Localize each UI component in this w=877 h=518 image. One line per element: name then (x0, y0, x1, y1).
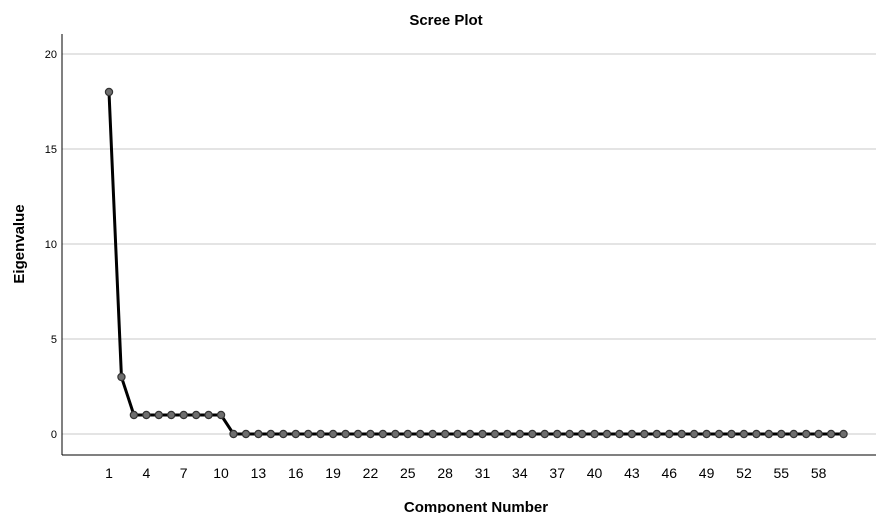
data-point (777, 429, 786, 439)
data-point (353, 429, 363, 439)
data-point (229, 429, 238, 439)
data-point (328, 429, 338, 439)
data-point (167, 410, 176, 420)
data-point (752, 429, 761, 439)
data-point (677, 429, 686, 439)
data-point (789, 429, 798, 439)
data-point (839, 429, 848, 439)
data-point (129, 410, 139, 420)
tick-labels: 0 5 10 15 20 1 4 7 10 13 16 19 22 25 28 31 34 37 40 43 46 49 5… (45, 49, 827, 481)
data-point (652, 429, 662, 439)
x-tick-label: 34 (512, 465, 528, 481)
x-tick-label: 31 (475, 465, 491, 481)
series-line-group (107, 91, 844, 436)
data-point (204, 410, 213, 420)
data-point (291, 429, 300, 439)
data-point (727, 429, 736, 439)
x-tick-label: 40 (587, 465, 603, 481)
data-point (590, 429, 599, 439)
x-tick-label: 13 (251, 465, 267, 481)
data-point (714, 429, 724, 439)
x-tick-label: 43 (624, 465, 640, 481)
x-tick-label: 52 (736, 465, 752, 481)
x-tick-label: 19 (325, 465, 341, 481)
y-tick-label: 15 (45, 144, 57, 156)
data-point (490, 429, 500, 439)
data-point (814, 429, 823, 439)
data-point (241, 429, 251, 439)
x-tick-label: 49 (699, 465, 715, 481)
series-line (107, 91, 844, 436)
x-tick-label: 58 (811, 465, 827, 481)
x-tick-label: 37 (549, 465, 565, 481)
data-point (117, 372, 126, 382)
data-point (702, 429, 711, 439)
data-point (478, 429, 487, 439)
data-point (154, 410, 163, 420)
data-point (615, 429, 624, 439)
data-point (802, 429, 811, 439)
x-tick-label: 7 (180, 465, 188, 481)
y-axis-title: Eigenvalue (11, 204, 28, 283)
data-point (540, 429, 549, 439)
data-point (528, 429, 537, 439)
data-point (503, 429, 512, 439)
data-point (341, 429, 350, 439)
x-tick-label: 4 (142, 465, 150, 481)
data-point (689, 429, 699, 439)
data-point (640, 429, 649, 439)
data-point (416, 429, 425, 439)
data-point (465, 429, 475, 439)
x-tick-label: 46 (661, 465, 677, 481)
data-point (254, 429, 263, 439)
data-point (378, 429, 388, 439)
x-tick-label: 22 (363, 465, 379, 481)
data-point (515, 429, 525, 439)
data-point (440, 429, 450, 439)
chart-title: Scree Plot (409, 12, 482, 29)
x-tick-label: 16 (288, 465, 304, 481)
data-point (391, 429, 400, 439)
data-point (764, 429, 774, 439)
data-point (665, 429, 674, 439)
y-tick-label: 20 (45, 49, 57, 61)
data-point (266, 429, 276, 439)
data-point (366, 429, 375, 439)
data-points (104, 87, 848, 439)
y-tick-label: 10 (45, 239, 57, 251)
x-tick-label: 55 (774, 465, 790, 481)
y-tick-label: 5 (51, 334, 57, 346)
data-point (453, 429, 462, 439)
axes (61, 34, 876, 456)
data-point (565, 429, 574, 439)
data-point (627, 429, 637, 439)
data-point (104, 87, 114, 97)
data-point (577, 429, 587, 439)
data-point (428, 429, 437, 439)
x-tick-label: 28 (437, 465, 453, 481)
data-point (179, 410, 188, 420)
x-axis-title: Component Number (404, 499, 548, 513)
data-point (279, 429, 288, 439)
data-point (191, 410, 201, 420)
data-point (602, 429, 612, 439)
x-tick-label: 25 (400, 465, 416, 481)
data-point (316, 429, 325, 439)
data-point (304, 429, 313, 439)
gridlines (62, 53, 876, 435)
data-point (553, 429, 562, 439)
x-tick-label: 10 (213, 465, 229, 481)
y-tick-label: 0 (51, 429, 57, 441)
data-point (142, 410, 151, 420)
x-tick-label: 1 (105, 465, 113, 481)
data-point (739, 429, 749, 439)
data-point (216, 410, 226, 420)
data-point (403, 429, 412, 439)
data-point (826, 429, 836, 439)
